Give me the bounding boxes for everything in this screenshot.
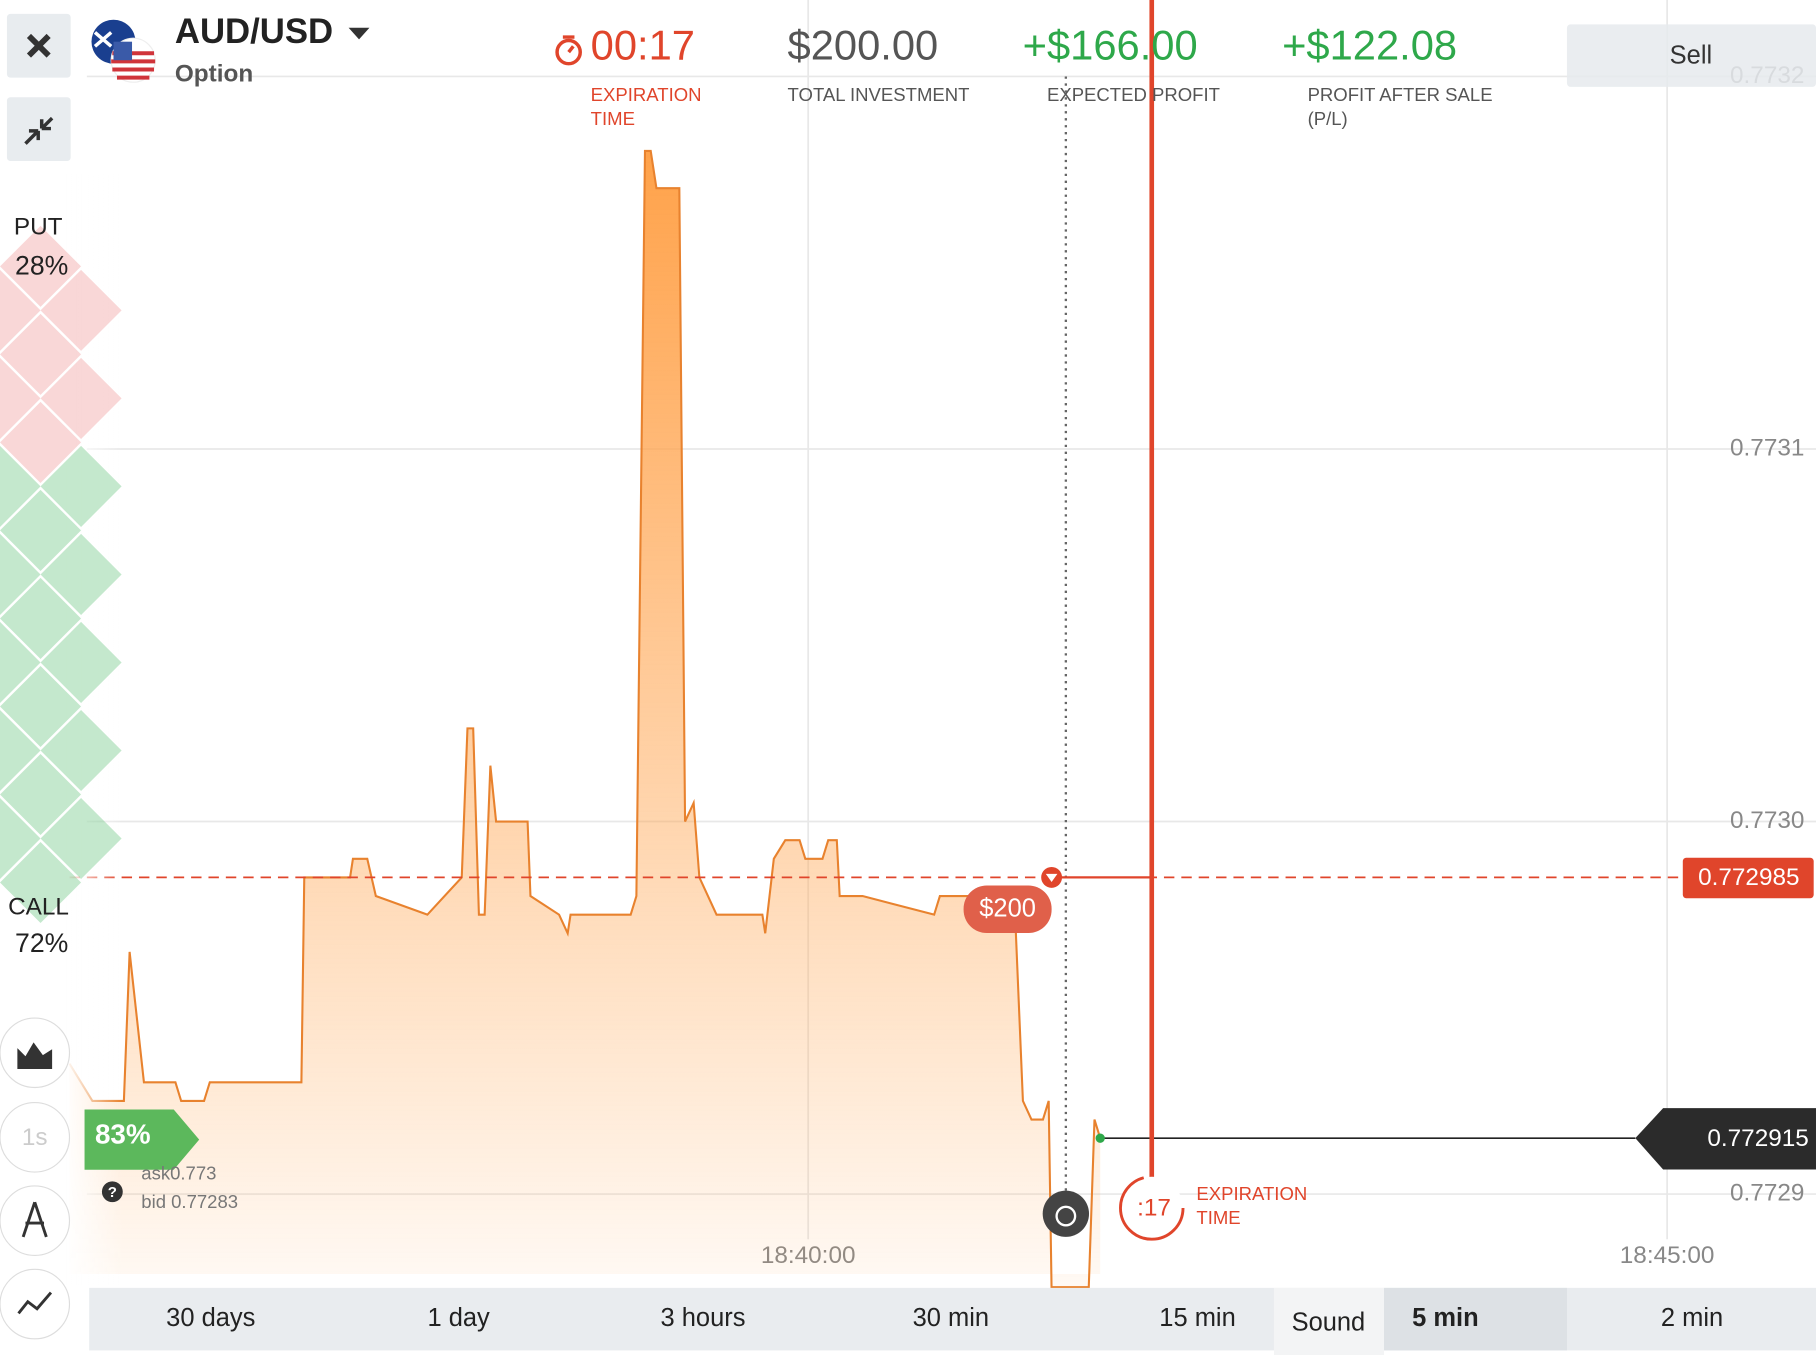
investment-label: TOTAL INVESTMENT <box>787 85 970 106</box>
y-tick-label: 0.7729 <box>1730 1179 1804 1206</box>
ask: ask0.773 <box>141 1162 216 1183</box>
sentiment-diamond <box>40 445 122 527</box>
flag-us-stripes <box>111 51 156 80</box>
tools-button[interactable] <box>0 1185 71 1257</box>
area-icon <box>17 1042 53 1069</box>
put-percent: 28% <box>15 251 68 281</box>
price-area <box>69 150 1101 1288</box>
sentiment-diamond <box>0 401 82 483</box>
y-tick-label: 0.7731 <box>1730 434 1804 461</box>
period-option[interactable]: 1 day <box>427 1304 490 1332</box>
sentiment-diamond <box>0 269 41 351</box>
fade <box>63 173 122 1286</box>
sentiment-diamond <box>0 753 82 836</box>
payout-badge <box>84 1109 200 1170</box>
periods: 30 days 1 day 3 hours 30 min 15 min Sound 5 mi… <box>166 1304 1723 1337</box>
period-option[interactable]: 3 hours <box>661 1304 746 1332</box>
current-dot <box>1095 1133 1105 1143</box>
sentiment-diamond <box>0 357 41 439</box>
indicators-button[interactable] <box>0 1268 71 1340</box>
purchase-timer <box>1042 1190 1090 1237</box>
timer: 00:17 <box>591 22 695 69</box>
timer-label: EXPIRATION TIME <box>590 85 702 130</box>
period-option[interactable]: 30 min <box>913 1304 989 1332</box>
indicators-icon <box>17 1291 53 1315</box>
expiration-countdown: :17 <box>1137 1195 1171 1222</box>
bid: bid 0.77283 <box>141 1191 238 1212</box>
timer-hand <box>562 35 575 54</box>
strike-label-box <box>1682 857 1814 899</box>
sentiment-diamond <box>0 665 82 748</box>
bet-pill <box>963 885 1052 933</box>
profit-after-sale: +$122.08 <box>1282 22 1457 69</box>
pair[interactable]: AUD/USD <box>175 13 333 51</box>
instrument-type: Option <box>175 61 253 88</box>
interval-button[interactable] <box>0 1101 71 1173</box>
sound-button[interactable] <box>1273 1287 1385 1355</box>
pair-dropdown[interactable] <box>348 27 370 40</box>
period-selected <box>1384 1287 1567 1351</box>
expected-profit: +$166.00 <box>1023 22 1198 69</box>
sell-button[interactable] <box>1566 24 1816 87</box>
tools-icon <box>21 1201 48 1238</box>
flag-au-cross <box>93 31 113 48</box>
current-label-box <box>1635 1108 1816 1170</box>
bet-label: $200 <box>979 895 1036 923</box>
payout: 83% <box>95 1118 151 1149</box>
sentiment-diamond <box>0 577 82 659</box>
sell-label: Sell <box>1670 41 1712 69</box>
expiry-label: EXPIRATION TIME <box>1196 1184 1308 1229</box>
period-option[interactable]: 5 min <box>1412 1304 1479 1332</box>
period-option[interactable]: 15 min <box>1159 1304 1235 1332</box>
investment: $200.00 <box>788 22 939 69</box>
minimize-button[interactable] <box>6 97 71 161</box>
sentiment-diamond <box>0 533 41 615</box>
put-label: PUT <box>14 214 63 241</box>
call-percent: 72% <box>15 928 68 958</box>
sentiment-diamond <box>0 841 82 924</box>
sentiment-diamond <box>40 621 122 704</box>
sentiment-diamond <box>0 225 82 307</box>
current-label: 0.772915 <box>1707 1125 1808 1152</box>
help-mark: ? <box>108 1184 117 1201</box>
profit-after-sale-label: PROFIT AFTER SALE (P/L) <box>1307 85 1493 130</box>
minimize-icon <box>24 116 54 145</box>
sentiment-diamond <box>40 533 122 615</box>
expiration-badge <box>1119 1175 1185 1241</box>
sentiment-diamond <box>0 709 41 792</box>
flag-us-canton <box>113 41 133 61</box>
x-tick-label: 18:45:00 <box>1620 1242 1715 1269</box>
timer-icon <box>555 38 582 66</box>
close-icon <box>26 33 51 58</box>
sentiment-diamond <box>0 445 41 527</box>
call-label: CALL <box>8 893 69 920</box>
period-option[interactable]: 2 min <box>1661 1304 1723 1332</box>
sentiment-diamond <box>0 621 41 704</box>
interval: 1s <box>22 1124 48 1151</box>
y-tick-label: 0.7730 <box>1730 807 1804 834</box>
period-option[interactable]: Sound <box>1292 1309 1366 1337</box>
period-option[interactable]: 30 days <box>166 1304 255 1332</box>
strike-label: 0.772985 <box>1698 864 1799 891</box>
plot: 0.77290.77300.77310.773218:40:0018:45:00… <box>68 0 1816 1289</box>
bet-marker-arrow <box>1045 873 1058 883</box>
purchase-timer-icon <box>1055 1205 1077 1227</box>
help-icon[interactable] <box>101 1181 123 1203</box>
sentiment-diamond <box>0 797 41 880</box>
expected-profit-label: EXPECTED PROFIT <box>1046 85 1220 106</box>
